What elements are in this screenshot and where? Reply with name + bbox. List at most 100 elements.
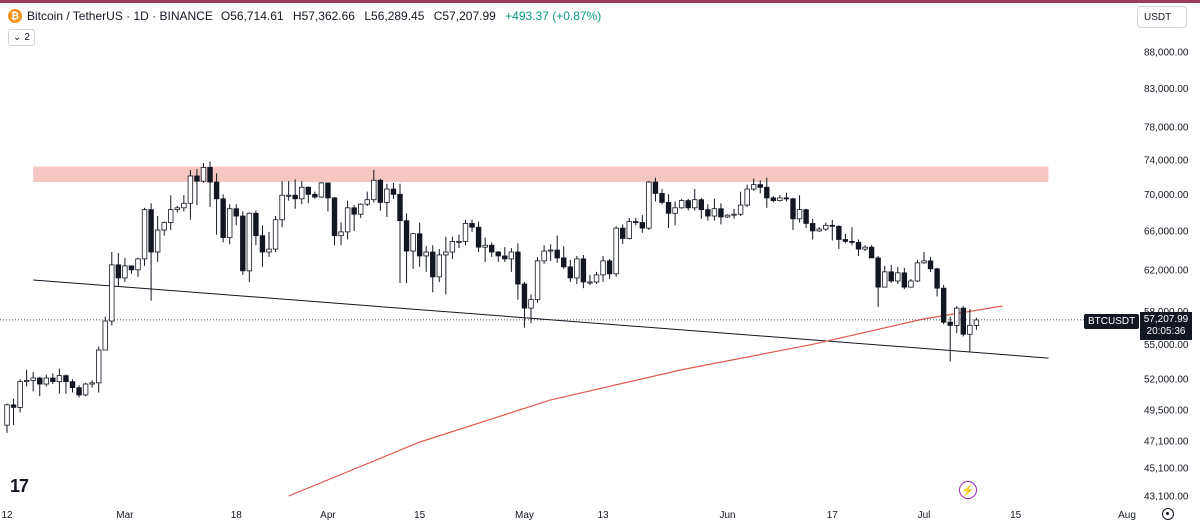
- candle-body: [875, 257, 881, 288]
- candle: [954, 305, 960, 334]
- candle: [43, 374, 49, 387]
- candle-body: [672, 207, 678, 214]
- candle-body: [430, 251, 436, 278]
- candle-body: [960, 307, 966, 335]
- candle: [678, 198, 685, 209]
- candle-body: [921, 260, 927, 264]
- candle: [600, 255, 606, 282]
- symbol-title[interactable]: Bitcoin / TetherUS · 1D · BINANCE: [27, 9, 213, 23]
- candle-body: [580, 258, 587, 283]
- candle: [410, 232, 416, 269]
- indicators-collapse-button[interactable]: ⌄ 2: [8, 29, 35, 46]
- candle: [633, 217, 639, 226]
- candle-body: [423, 251, 429, 257]
- candle-body: [895, 272, 901, 282]
- candle: [862, 245, 868, 252]
- candle-body: [135, 258, 141, 271]
- candle-body: [567, 266, 573, 279]
- candle-body: [528, 299, 534, 309]
- flash-icon[interactable]: ⚡: [959, 481, 977, 499]
- candle-body: [620, 227, 626, 239]
- candle: [109, 252, 115, 326]
- candle: [521, 281, 528, 328]
- candle: [940, 285, 947, 325]
- candle-body: [240, 215, 246, 272]
- settings-icon[interactable]: [1162, 508, 1174, 520]
- candle-body: [299, 186, 305, 200]
- candle-body: [23, 380, 30, 383]
- candle: [639, 215, 646, 233]
- candle-body: [842, 239, 849, 242]
- candle: [659, 189, 665, 205]
- y-axis-tick-label: 43,100.00: [1144, 492, 1189, 503]
- candle: [534, 256, 541, 303]
- candle: [528, 294, 534, 324]
- last-price-value: 57,207.99: [1143, 314, 1189, 325]
- candle-body: [56, 375, 63, 383]
- candle: [259, 225, 266, 267]
- candle: [187, 169, 194, 220]
- candle-body: [488, 244, 495, 253]
- tradingview-logo-icon[interactable]: 17: [10, 476, 29, 496]
- candle: [102, 316, 108, 351]
- candle-body: [593, 274, 600, 283]
- currency-selector[interactable]: USDT: [1137, 6, 1187, 28]
- candle: [312, 191, 318, 199]
- candle: [626, 217, 632, 240]
- candle: [207, 161, 213, 207]
- candle: [823, 222, 829, 231]
- candle-body: [600, 260, 606, 276]
- last-price-label: 57,207.99 20:05:36: [1140, 312, 1192, 340]
- candle-body: [927, 260, 934, 270]
- candle: [875, 255, 881, 308]
- candle: [371, 169, 377, 203]
- candle-body: [862, 246, 868, 250]
- close-label: C: [433, 9, 443, 23]
- candle: [213, 173, 220, 235]
- candle-body: [587, 281, 593, 284]
- candle: [508, 248, 515, 272]
- y-axis-tick-label: 62,000.00: [1144, 265, 1189, 276]
- candle: [836, 225, 842, 250]
- candle-body: [954, 307, 960, 326]
- candle: [220, 194, 226, 243]
- candle: [364, 191, 370, 207]
- candle: [606, 258, 613, 279]
- candle-body: [416, 233, 423, 257]
- candle-body: [502, 255, 508, 260]
- candle-body: [574, 258, 580, 279]
- candle: [299, 181, 305, 205]
- candle-body: [783, 197, 790, 200]
- candle-body: [397, 193, 403, 222]
- x-axis-tick-label: Apr: [320, 510, 336, 521]
- candle: [934, 267, 940, 297]
- candle-body: [403, 220, 410, 252]
- candle-body: [154, 229, 161, 253]
- candle: [82, 382, 89, 397]
- candle: [790, 197, 796, 230]
- candle: [888, 264, 894, 284]
- candle: [495, 251, 501, 262]
- candle-body: [456, 240, 462, 243]
- candle: [724, 214, 731, 218]
- candle-body: [325, 182, 331, 199]
- y-axis-tick-label: 55,000.00: [1144, 340, 1189, 351]
- candle-body: [678, 200, 685, 209]
- candle: [554, 235, 560, 263]
- candle-body: [443, 251, 449, 256]
- candle-body: [659, 193, 665, 203]
- candle-body: [652, 181, 659, 194]
- candle-body: [96, 349, 102, 384]
- candle: [37, 376, 43, 397]
- candle-body: [764, 186, 770, 199]
- candle-body: [410, 233, 416, 252]
- candle-body: [390, 188, 397, 195]
- close-value: 57,207.99: [442, 9, 496, 23]
- y-axis-tick-label: 88,000.00: [1144, 48, 1189, 59]
- candle: [973, 317, 980, 330]
- candle-body: [751, 184, 757, 190]
- candle: [901, 267, 908, 290]
- candle-body: [731, 213, 737, 216]
- candle: [482, 237, 488, 262]
